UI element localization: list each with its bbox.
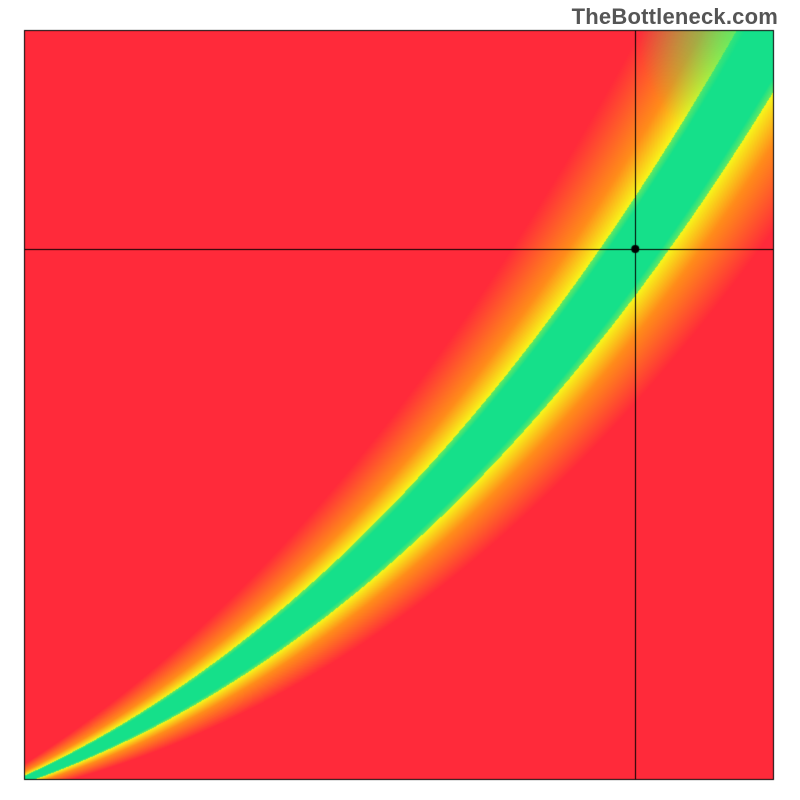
heatmap-canvas (0, 0, 800, 800)
chart-container: TheBottleneck.com (0, 0, 800, 800)
watermark-label: TheBottleneck.com (572, 4, 778, 30)
